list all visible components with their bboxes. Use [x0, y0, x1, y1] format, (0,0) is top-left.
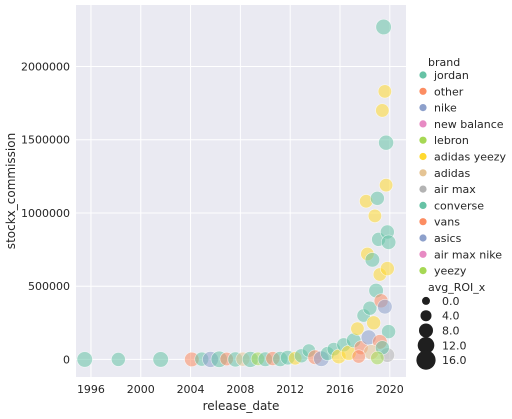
legend-marker	[419, 88, 426, 95]
legend-size-label: 8.0	[442, 325, 460, 338]
legend-label: lebron	[434, 134, 469, 147]
data-point	[376, 104, 389, 117]
data-point	[365, 253, 380, 268]
legend-label: other	[434, 85, 464, 98]
data-point	[352, 350, 365, 363]
legend-marker	[419, 104, 426, 111]
legend-marker	[419, 202, 426, 209]
legend-marker	[419, 267, 426, 274]
legend-size-title: avg_ROI_x	[428, 281, 486, 294]
y-tick-label: 0	[63, 353, 70, 366]
legend-label: nike	[434, 102, 457, 115]
data-point	[367, 316, 381, 330]
plot-background	[76, 5, 406, 377]
legend-label: air max nike	[434, 248, 502, 261]
x-tick-labels: 1996 2000 2004 2008 2012 2016 2020	[77, 383, 404, 396]
data-point	[153, 352, 168, 367]
legend-marker	[419, 71, 426, 78]
legend-size-label: 12.0	[442, 339, 467, 352]
legend-marker	[419, 120, 426, 127]
legend-marker	[419, 169, 426, 176]
legend-marker	[419, 218, 426, 225]
legend-size-marker	[422, 297, 430, 305]
legend-marker	[419, 234, 426, 241]
legend-hue-title: brand	[428, 56, 460, 69]
legend-label: converse	[434, 199, 484, 212]
legend-label: jordan	[433, 69, 469, 82]
data-point	[380, 262, 394, 276]
data-point	[368, 209, 381, 222]
x-tick-label: 2000	[127, 383, 155, 396]
x-tick-label: 2012	[276, 383, 304, 396]
x-tick-label: 2020	[376, 383, 404, 396]
x-axis-label: release_date	[203, 399, 280, 413]
legend-marker	[419, 153, 426, 160]
data-point	[381, 235, 396, 250]
legend-label: adidas yeezy	[434, 151, 507, 164]
legend-label: yeezy	[434, 265, 467, 278]
y-tick-label: 1500000	[21, 134, 70, 147]
data-point	[379, 135, 394, 150]
legend-size-marker	[416, 351, 435, 370]
legend-size-label: 0.0	[442, 295, 460, 308]
data-point	[376, 19, 391, 34]
data-point	[378, 85, 391, 98]
legend-label: air max	[434, 183, 476, 196]
y-tick-label: 500000	[28, 280, 70, 293]
data-point	[111, 352, 125, 366]
legend-marker	[419, 251, 426, 258]
data-point	[379, 178, 392, 191]
legend-marker	[419, 186, 426, 193]
data-point	[371, 351, 384, 364]
x-tick-label: 2016	[326, 383, 354, 396]
data-point	[378, 299, 393, 314]
x-tick-label: 2004	[177, 383, 205, 396]
data-point	[77, 352, 92, 367]
legend-size-marker	[421, 310, 432, 321]
data-point	[370, 191, 384, 205]
legend-label: adidas	[434, 167, 471, 180]
legend-label: new balance	[434, 118, 504, 131]
legend-label: asics	[434, 232, 462, 245]
y-tick-label: 1000000	[21, 207, 70, 220]
legend-size-label: 16.0	[442, 354, 467, 367]
legend-size-label: 4.0	[442, 310, 460, 323]
x-tick-label: 1996	[77, 383, 105, 396]
legend-label: vans	[434, 216, 460, 229]
y-tick-label: 2000000	[21, 61, 70, 74]
x-tick-label: 2008	[226, 383, 254, 396]
legend-size-marker	[419, 324, 433, 338]
legend-marker	[419, 137, 426, 144]
y-tick-labels: 0 500000 1000000 1500000 2000000	[21, 61, 70, 367]
y-axis-label: stockx_commission	[4, 133, 18, 249]
